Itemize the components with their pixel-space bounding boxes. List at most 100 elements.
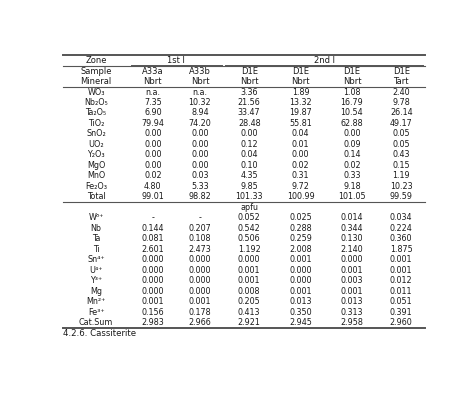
Text: 1.89: 1.89 [292,87,310,96]
Text: 0.000: 0.000 [189,266,211,275]
Text: WO₃: WO₃ [87,87,105,96]
Text: 0.144: 0.144 [142,224,164,233]
Text: 0.008: 0.008 [238,287,260,296]
Text: 2.40: 2.40 [392,87,410,96]
Text: 1.192: 1.192 [238,245,261,254]
Text: 0.000: 0.000 [142,287,164,296]
Text: 0.05: 0.05 [392,129,410,139]
Text: 2.983: 2.983 [141,318,164,328]
Text: 0.000: 0.000 [142,276,164,285]
Text: 0.001: 0.001 [341,287,363,296]
Text: 26.14: 26.14 [390,108,412,118]
Text: Nbrt: Nbrt [343,77,361,86]
Text: 0.344: 0.344 [341,224,363,233]
Text: 2.140: 2.140 [341,245,363,254]
Text: 0.001: 0.001 [289,255,312,264]
Text: 74.20: 74.20 [189,119,211,128]
Text: 0.013: 0.013 [289,297,312,306]
Text: 0.001: 0.001 [238,266,260,275]
Text: W⁶⁺: W⁶⁺ [89,214,104,222]
Text: 0.003: 0.003 [341,276,363,285]
Text: 2.601: 2.601 [142,245,164,254]
Text: 10.23: 10.23 [390,182,412,191]
Text: 2.945: 2.945 [289,318,312,328]
Text: 0.12: 0.12 [240,140,258,149]
Text: 21.56: 21.56 [238,98,261,107]
Text: 7.35: 7.35 [144,98,162,107]
Text: 2nd l: 2nd l [314,56,335,65]
Text: 0.04: 0.04 [240,150,258,160]
Text: 2.958: 2.958 [340,318,364,328]
Text: A33a: A33a [142,67,164,75]
Text: 0.001: 0.001 [142,297,164,306]
Text: 0.001: 0.001 [189,297,211,306]
Text: 0.00: 0.00 [191,140,209,149]
Text: 3.36: 3.36 [240,87,258,96]
Text: 33.47: 33.47 [238,108,261,118]
Text: Cat.Sum: Cat.Sum [79,318,113,328]
Text: 101.05: 101.05 [338,193,366,201]
Text: n.a.: n.a. [192,87,208,96]
Text: 0.00: 0.00 [292,150,310,160]
Text: 0.00: 0.00 [343,129,361,139]
Text: TiO₂: TiO₂ [88,119,104,128]
Text: Ti: Ti [93,245,100,254]
Text: 0.001: 0.001 [390,255,412,264]
Text: 2.960: 2.960 [390,318,412,328]
Text: D1E: D1E [292,67,309,75]
Text: 0.00: 0.00 [144,161,162,170]
Text: 0.02: 0.02 [292,161,310,170]
Text: 28.48: 28.48 [238,119,261,128]
Text: -: - [199,214,201,222]
Text: 1.19: 1.19 [392,172,410,181]
Text: 0.43: 0.43 [392,150,410,160]
Text: 0.051: 0.051 [390,297,412,306]
Text: D1E: D1E [344,67,360,75]
Text: 10.54: 10.54 [341,108,363,118]
Text: 0.011: 0.011 [390,287,412,296]
Text: 0.259: 0.259 [289,234,312,243]
Text: 1.875: 1.875 [390,245,412,254]
Text: 0.000: 0.000 [189,287,211,296]
Text: Ta₂O₅: Ta₂O₅ [85,108,107,118]
Text: 0.130: 0.130 [341,234,363,243]
Text: A33b: A33b [189,67,211,75]
Text: 0.09: 0.09 [343,140,361,149]
Text: 98.82: 98.82 [189,193,211,201]
Text: SnO₂: SnO₂ [86,129,106,139]
Text: 0.001: 0.001 [238,276,260,285]
Text: 100.99: 100.99 [287,193,314,201]
Text: MgO: MgO [87,161,105,170]
Text: 0.000: 0.000 [189,276,211,285]
Text: 0.178: 0.178 [189,308,211,317]
Text: 0.02: 0.02 [343,161,361,170]
Text: 0.413: 0.413 [238,308,260,317]
Text: 19.87: 19.87 [289,108,312,118]
Text: 0.025: 0.025 [289,214,312,222]
Text: 0.542: 0.542 [238,224,261,233]
Text: MnO: MnO [87,172,105,181]
Text: 0.00: 0.00 [240,129,258,139]
Text: 0.506: 0.506 [238,234,261,243]
Text: Tart: Tart [393,77,409,86]
Text: 0.001: 0.001 [341,266,363,275]
Text: 99.59: 99.59 [390,193,413,201]
Text: 0.00: 0.00 [191,150,209,160]
Text: Mn²⁺: Mn²⁺ [86,297,106,306]
Text: 79.94: 79.94 [141,119,164,128]
Text: 0.33: 0.33 [343,172,361,181]
Text: apfu: apfu [240,203,258,212]
Text: 0.205: 0.205 [238,297,261,306]
Text: Fe₂O₃: Fe₂O₃ [85,182,107,191]
Text: 2.473: 2.473 [189,245,211,254]
Text: 101.33: 101.33 [236,193,263,201]
Text: 0.013: 0.013 [341,297,363,306]
Text: 0.14: 0.14 [343,150,361,160]
Text: UO₂: UO₂ [88,140,104,149]
Text: -: - [151,214,154,222]
Text: 0.00: 0.00 [144,140,162,149]
Text: 0.052: 0.052 [238,214,261,222]
Text: Ta: Ta [92,234,100,243]
Text: 9.72: 9.72 [292,182,310,191]
Text: Nb₂O₅: Nb₂O₅ [84,98,108,107]
